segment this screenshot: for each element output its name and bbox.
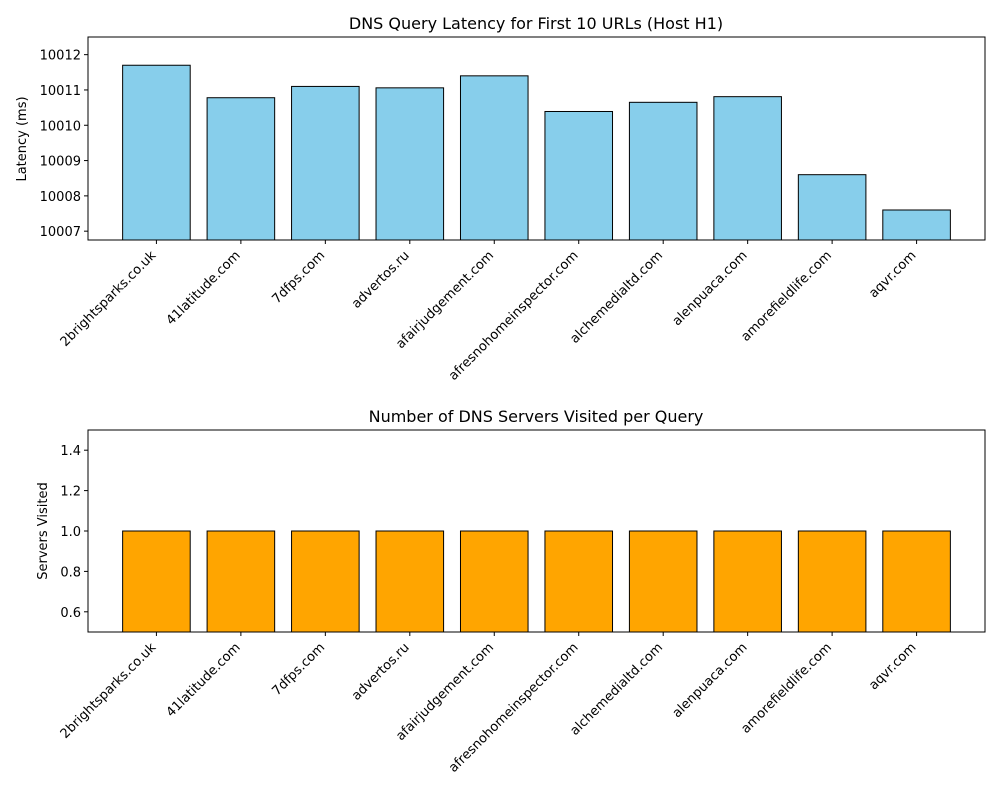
latency-x-tick-label: alenpuaca.com xyxy=(670,248,751,329)
latency-bar-2 xyxy=(291,85,360,241)
latency-bar-8 xyxy=(797,174,867,241)
servers-bar-8 xyxy=(797,530,867,633)
servers-chart: Number of DNS Servers Visited per Query … xyxy=(36,407,986,776)
latency-chart-title: DNS Query Latency for First 10 URLs (Hos… xyxy=(349,14,723,33)
servers-bar-2 xyxy=(291,530,360,633)
servers-bar-0 xyxy=(122,530,191,633)
latency-chart: DNS Query Latency for First 10 URLs (Hos… xyxy=(15,14,986,384)
latency-y-tick-label: 10011 xyxy=(40,84,81,99)
servers-bar-6 xyxy=(628,530,698,633)
servers-x-tick-label: advertos.ru xyxy=(349,640,412,703)
servers-bar-1 xyxy=(206,530,276,633)
latency-bar-0 xyxy=(122,64,191,241)
servers-y-axis-label: Servers Visited xyxy=(36,482,51,580)
latency-bars xyxy=(122,64,951,241)
servers-y-ticks: 0.6 0.8 1.0 1.2 1.4 xyxy=(60,444,88,621)
latency-bar-1 xyxy=(206,97,276,241)
servers-x-tick-label: alchemedialtd.com xyxy=(568,640,667,739)
latency-x-tick-label: aqvr.com xyxy=(866,248,919,301)
latency-x-tick-label: amorefieldlife.com xyxy=(739,248,835,344)
latency-x-tick-label: 41latitude.com xyxy=(164,248,244,328)
servers-x-ticks: 2brightsparks.co.uk 41latitude.com 7dfps.c… xyxy=(58,632,919,776)
servers-y-tick-label: 1.4 xyxy=(60,444,81,459)
latency-x-tick-label: 7dfps.com xyxy=(269,248,328,307)
latency-y-tick-label: 10009 xyxy=(40,155,81,170)
servers-y-tick-label: 1.2 xyxy=(60,485,81,500)
latency-bar-4 xyxy=(459,75,529,241)
servers-x-tick-label: amorefieldlife.com xyxy=(739,640,835,736)
servers-bar-3 xyxy=(375,530,445,633)
latency-y-tick-label: 10008 xyxy=(40,190,81,205)
servers-bar-4 xyxy=(459,530,529,633)
latency-y-tick-label: 10012 xyxy=(40,49,81,64)
latency-y-ticks: 10007 10008 10009 10010 10011 10012 xyxy=(40,49,88,240)
latency-bar-3 xyxy=(375,87,445,241)
servers-chart-title: Number of DNS Servers Visited per Query xyxy=(369,407,704,426)
servers-x-tick-label: 2brightsparks.co.uk xyxy=(58,640,160,742)
latency-bar-9 xyxy=(882,209,951,241)
servers-x-tick-label: 7dfps.com xyxy=(269,640,328,699)
latency-x-tick-label: advertos.ru xyxy=(349,248,412,311)
latency-bar-7 xyxy=(713,96,782,241)
servers-plot-frame xyxy=(87,429,986,633)
latency-plot-frame xyxy=(87,36,986,241)
latency-x-ticks: 2brightsparks.co.uk 41latitude.com 7dfps.c… xyxy=(58,240,919,384)
servers-bars xyxy=(122,530,951,633)
latency-y-tick-label: 10010 xyxy=(40,119,81,134)
servers-x-tick-label: 41latitude.com xyxy=(164,640,244,720)
servers-bar-9 xyxy=(882,530,951,633)
servers-y-tick-label: 0.6 xyxy=(60,606,81,621)
servers-x-tick-label: aqvr.com xyxy=(866,640,919,693)
latency-bar-5 xyxy=(544,110,614,241)
servers-x-tick-label: alenpuaca.com xyxy=(670,640,751,721)
servers-y-tick-label: 0.8 xyxy=(60,565,81,580)
servers-bar-7 xyxy=(713,530,782,633)
latency-bar-6 xyxy=(628,101,698,241)
latency-x-tick-label: 2brightsparks.co.uk xyxy=(58,248,160,350)
latency-y-axis-label: Latency (ms) xyxy=(15,96,30,181)
servers-y-tick-label: 1.0 xyxy=(60,525,81,540)
latency-y-tick-label: 10007 xyxy=(40,225,81,240)
servers-bar-5 xyxy=(544,530,614,633)
latency-x-tick-label: alchemedialtd.com xyxy=(568,248,667,347)
